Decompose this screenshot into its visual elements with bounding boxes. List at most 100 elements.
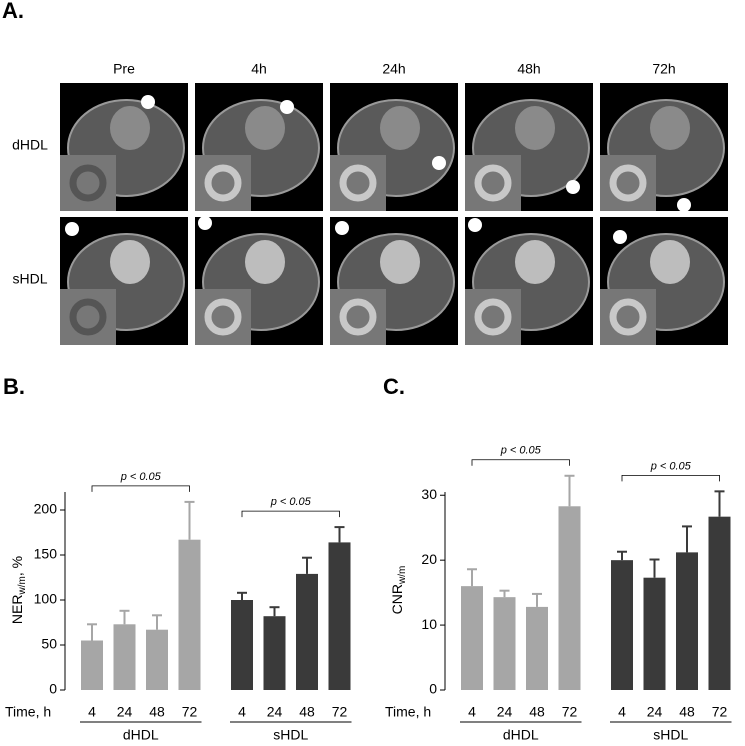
bar (231, 600, 253, 690)
group-label: dHDL (503, 727, 539, 743)
y-axis-label: CNRw/m (389, 566, 408, 615)
significance-bracket (621, 474, 720, 482)
bar (263, 616, 286, 690)
bar (328, 542, 351, 690)
bar (493, 597, 516, 690)
x-tick-label: 4 (88, 704, 96, 720)
y-tick-label: 150 (34, 546, 58, 562)
organ (515, 240, 555, 284)
marker-dot (432, 156, 446, 170)
bar (178, 539, 201, 690)
y-tick-label: 0 (429, 681, 437, 697)
inset-ring (69, 164, 107, 202)
x-tick-label: 72 (562, 704, 578, 720)
column-label: Pre (113, 61, 135, 77)
panel-label: B. (3, 374, 25, 399)
y-label-sub: w/m (17, 576, 28, 595)
significance-label: p < 0.05 (120, 471, 162, 483)
inset-ring (204, 298, 242, 336)
significance-label: p < 0.05 (650, 460, 692, 472)
inset-ring (474, 298, 512, 336)
organ (515, 106, 555, 150)
x-tick-label: 72 (182, 704, 198, 720)
marker-dot (566, 180, 580, 194)
organ (245, 106, 285, 150)
y-tick-label: 0 (49, 681, 57, 697)
x-axis-label: Time, h (385, 704, 431, 720)
panel-label: A. (2, 0, 24, 23)
marker-dot (198, 216, 212, 230)
organ (110, 106, 150, 150)
inset (330, 289, 386, 345)
significance-bracket (91, 485, 190, 492)
bar (81, 640, 103, 690)
organ (245, 240, 285, 284)
x-tick-label: 48 (679, 704, 695, 720)
bar (461, 586, 483, 690)
bar (526, 606, 548, 690)
inset (600, 155, 656, 211)
organ (380, 240, 420, 284)
y-tick-label: 30 (421, 486, 437, 502)
x-tick-label: 48 (149, 704, 165, 720)
column-label: 72h (652, 61, 675, 77)
organ (650, 240, 690, 284)
organ (380, 106, 420, 150)
inset-ring (204, 164, 242, 202)
inset-ring (69, 298, 107, 336)
bar (643, 577, 666, 690)
x-tick-label: 48 (299, 704, 315, 720)
x-tick-label: 24 (647, 704, 663, 720)
bar (296, 573, 318, 690)
x-tick-label: 72 (332, 704, 348, 720)
x-tick-label: 24 (267, 704, 283, 720)
x-tick-label: 24 (117, 704, 133, 720)
inset (60, 289, 116, 345)
column-label: 24h (382, 61, 405, 77)
bar (558, 506, 581, 690)
inset-ring (474, 164, 512, 202)
x-tick-label: 72 (712, 704, 728, 720)
marker-dot (280, 100, 294, 114)
y-label-main: CNR (389, 584, 405, 614)
inset (60, 155, 116, 211)
y-tick-label: 100 (34, 591, 58, 607)
column-label: 48h (517, 61, 540, 77)
organ (650, 106, 690, 150)
x-tick-label: 4 (238, 704, 246, 720)
y-tick-label: 50 (41, 636, 57, 652)
inset (330, 155, 386, 211)
inset (195, 289, 251, 345)
marker-dot (141, 95, 155, 109)
bar (611, 560, 633, 690)
y-tick-label: 10 (421, 616, 437, 632)
inset (465, 155, 521, 211)
bar (113, 624, 136, 690)
significance-bracket (241, 510, 340, 518)
inset (600, 289, 656, 345)
group-label: dHDL (123, 727, 159, 743)
column-label: 4h (251, 61, 267, 77)
x-tick-label: 4 (618, 704, 626, 720)
significance-bracket (471, 459, 570, 466)
group-label: sHDL (273, 727, 308, 743)
bar (708, 516, 731, 690)
inset-ring (339, 298, 377, 336)
marker-dot (335, 221, 349, 235)
inset (465, 289, 521, 345)
bar (146, 629, 168, 690)
inset-ring (609, 164, 647, 202)
x-axis-label: Time, h (5, 704, 51, 720)
inset-ring (609, 298, 647, 336)
y-axis-label: NERw/m, % (9, 556, 28, 624)
row-label: sHDL (12, 271, 47, 287)
row-label: dHDL (12, 137, 48, 153)
bar (676, 552, 698, 690)
y-label-sub: w/m (397, 566, 408, 585)
significance-label: p < 0.05 (270, 496, 312, 508)
inset-ring (339, 164, 377, 202)
significance-label: p < 0.05 (500, 445, 542, 457)
x-tick-label: 24 (497, 704, 513, 720)
organ (110, 240, 150, 284)
